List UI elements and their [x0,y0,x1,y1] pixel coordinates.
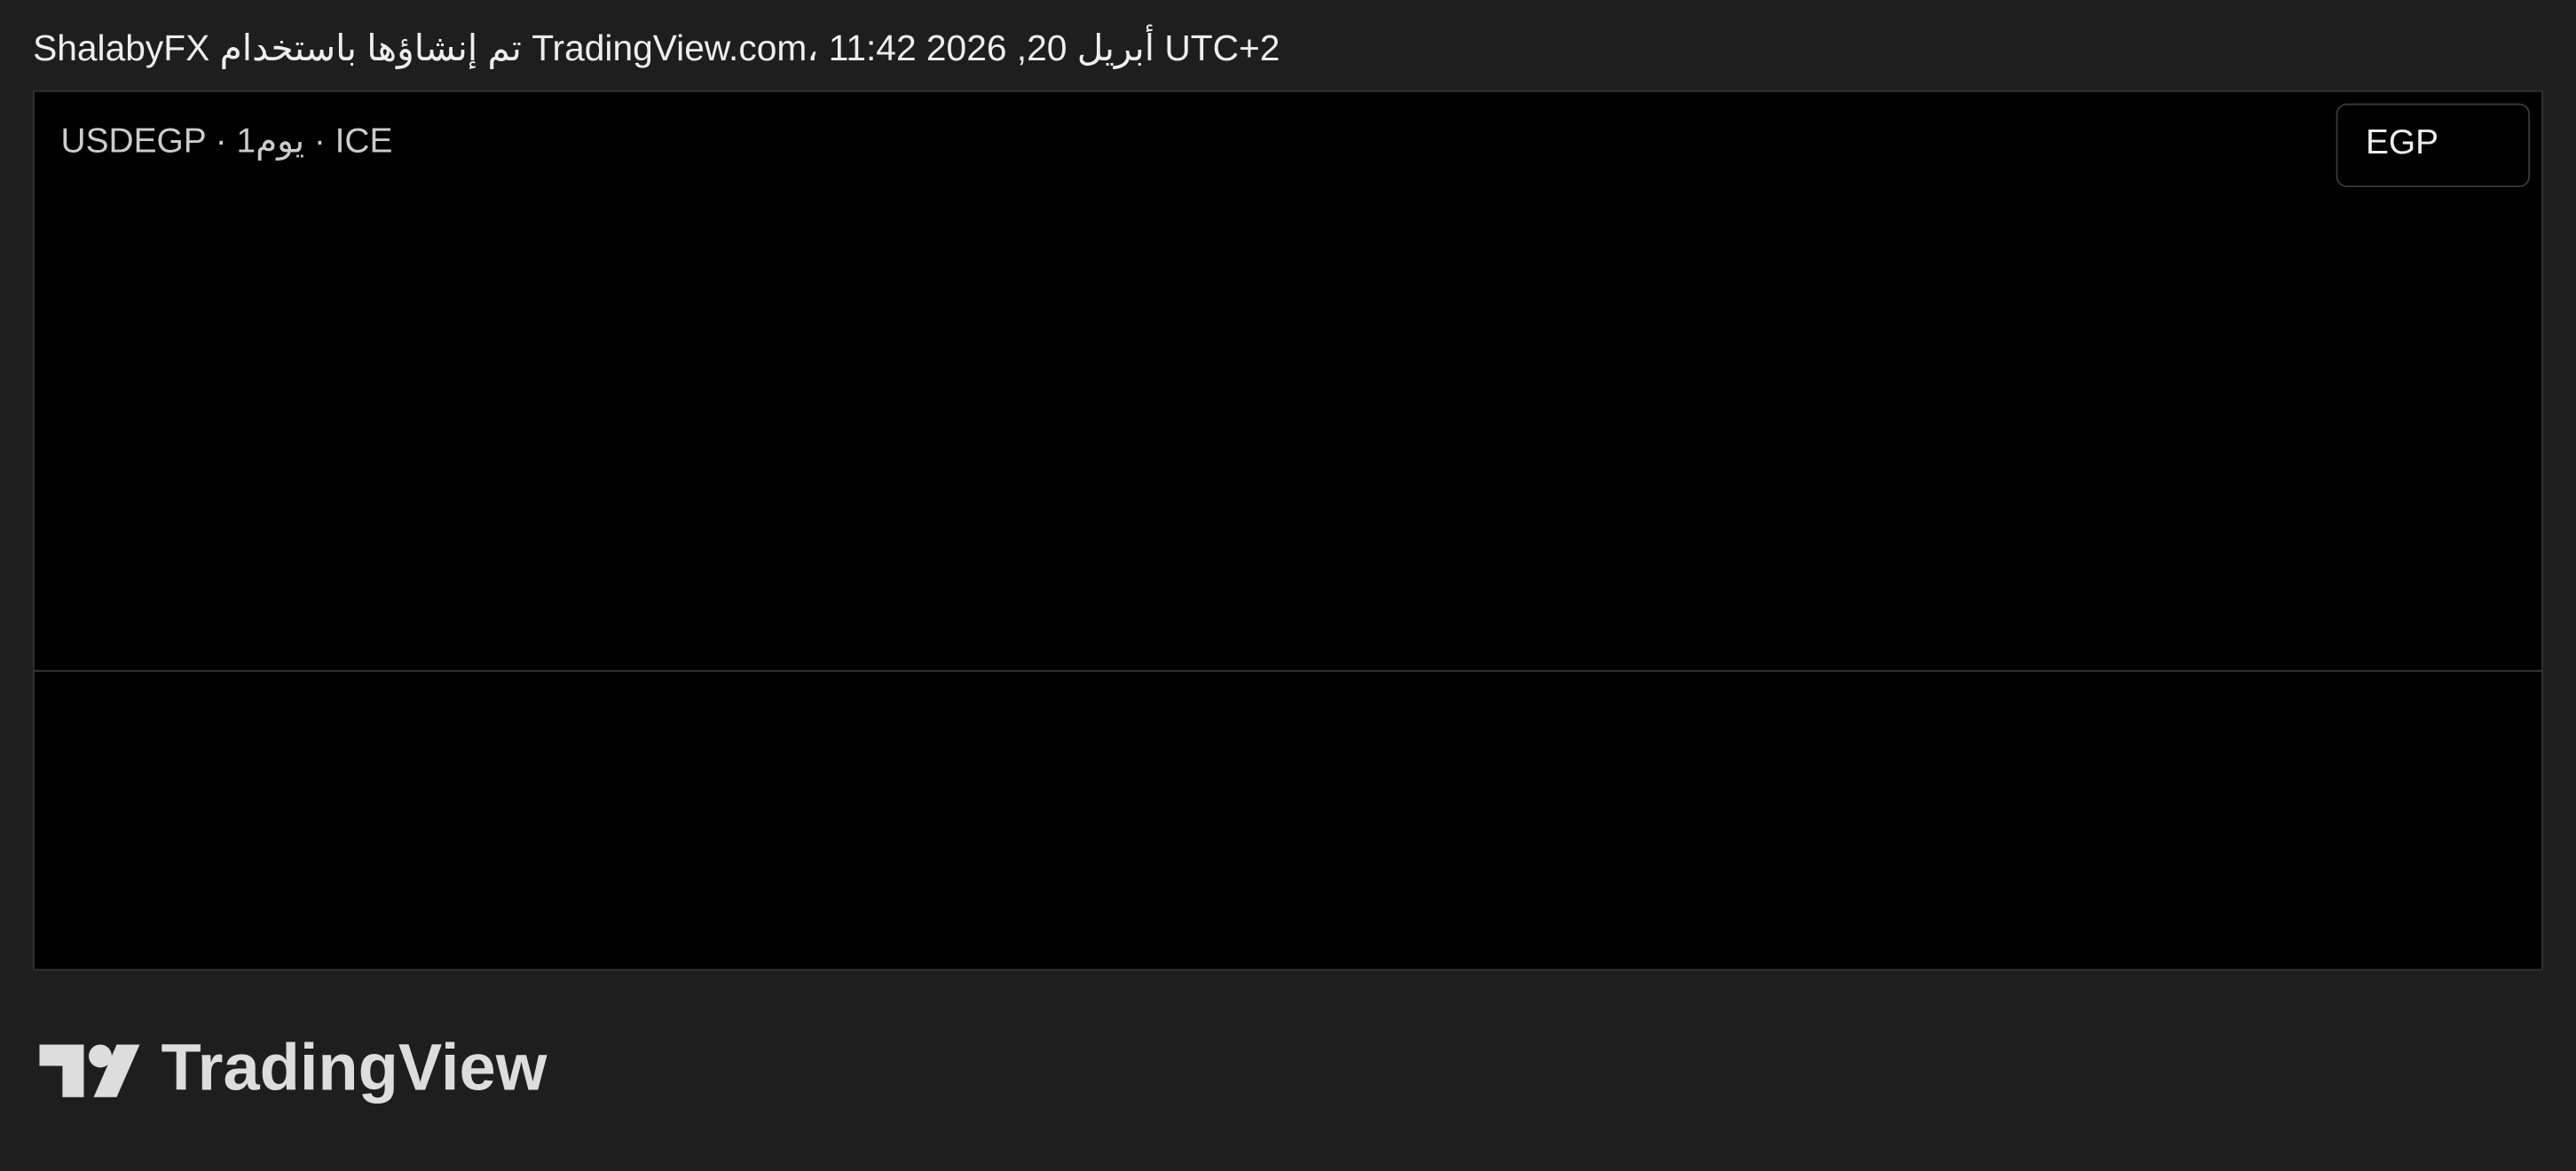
logo-mark [93,1044,140,1097]
symbol-legend: USDEGP · 1يوم · ICE [61,122,393,161]
currency-label[interactable]: EGP [2366,123,2438,161]
currency-button-frame[interactable] [2336,103,2531,188]
chart-panel [33,90,2543,971]
logo-text: TradingView [161,1030,547,1104]
logo-mark [89,1044,112,1068]
header-text: ShalabyFX تم إنشاؤها باستخدام TradingVie… [33,24,1280,69]
currency-button[interactable]: EGP [2336,103,2531,188]
logo-mark [39,1044,84,1097]
logo: TradingView [39,1030,547,1104]
